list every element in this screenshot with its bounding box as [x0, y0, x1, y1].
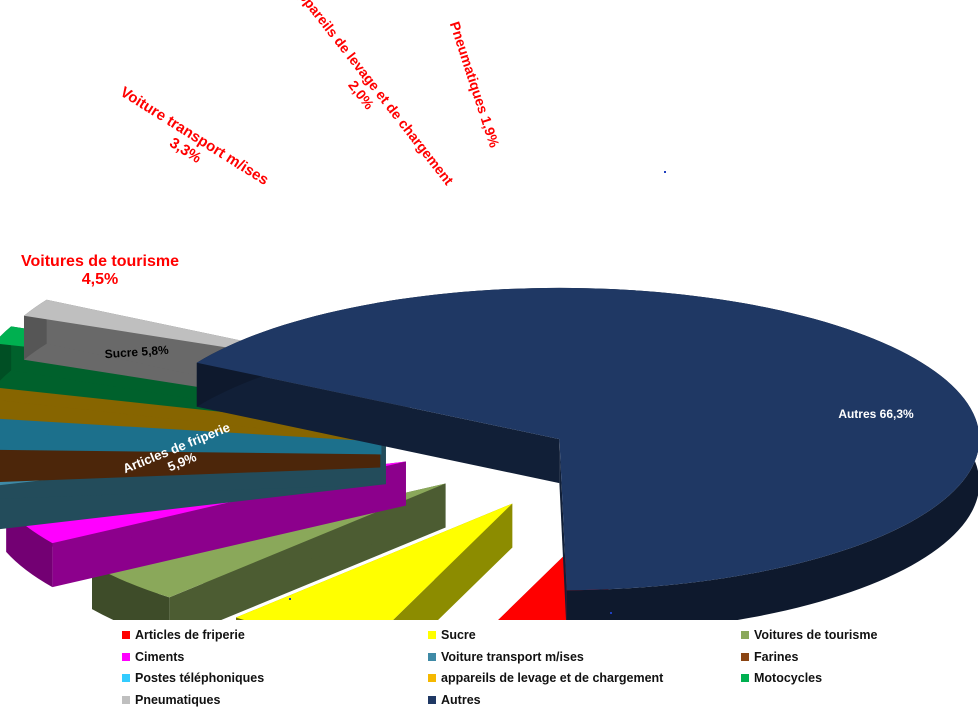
legend-label: Autres	[441, 692, 481, 707]
legend-swatch	[741, 674, 749, 682]
stray-dot	[664, 171, 666, 173]
legend-item-voitures-de-tourisme: Voitures de tourisme	[741, 626, 877, 644]
data-label-postes-telephoniques: Postes téléphoniques2,1%	[254, 55, 363, 162]
chart-legend: Articles de friperie Sucre Voitures de tou…	[0, 620, 978, 727]
legend-swatch	[122, 674, 130, 682]
legend-label: Articles de friperie	[135, 628, 245, 642]
legend-swatch	[122, 652, 130, 661]
data-label-voiture-transport-m-ises: Voiture transport m/ises3,3%	[108, 84, 271, 204]
legend-item-sucre: Sucre	[428, 626, 476, 644]
exploded-pie-chart: Articles de friperie5,9%Sucre 5,8%Voitur…	[0, 0, 978, 620]
legend-label: Voitures de tourisme	[754, 628, 878, 642]
legend-label: Pneumatiques	[135, 692, 221, 707]
legend-swatch	[741, 631, 749, 639]
legend-item-voiture-transport-m-ises: Voiture transport m/ises	[428, 648, 584, 666]
stray-dot	[610, 612, 612, 614]
pie-slice-autres	[196, 287, 978, 620]
legend-label: Ciments	[135, 649, 185, 664]
legend-swatch	[428, 695, 436, 704]
legend-item-appareils-de-levage-et-de-chargement: appareils de levage et de chargement	[428, 669, 663, 687]
legend-item-autres: Autres	[428, 691, 481, 709]
legend-label: Voiture transport m/ises	[441, 649, 584, 664]
legend-label: Farines	[754, 649, 799, 664]
legend-item-ciments: Ciments	[122, 648, 184, 666]
legend-swatch	[122, 631, 130, 639]
legend-swatch	[741, 652, 749, 661]
data-label-voitures-de-tourisme: Voitures de tourisme 4,5%	[21, 253, 179, 288]
data-label-sucre: Sucre 5,8%	[104, 343, 169, 361]
legend-label: appareils de levage et de chargement	[441, 671, 664, 685]
stray-dot	[289, 598, 291, 600]
legend-label: Sucre	[441, 628, 476, 642]
data-label-pneumatiques: Pneumatiques 1,9%	[447, 19, 503, 150]
legend-swatch	[428, 631, 436, 639]
data-label-autres: Autres 66,3%	[838, 407, 914, 421]
legend-swatch	[122, 695, 130, 704]
legend-item-farines: Farines	[741, 648, 798, 666]
legend-label: Motocycles	[754, 671, 823, 685]
legend-swatch	[428, 652, 436, 661]
legend-item-postes-telephoniques: Postes téléphoniques	[122, 669, 264, 687]
data-label-ciments: Ciments 4,1%	[101, 197, 181, 222]
data-label-farines: Farines 2,2%	[270, 142, 342, 203]
legend-item-pneumatiques: Pneumatiques	[122, 691, 220, 709]
legend-label: Postes téléphoniques	[135, 671, 265, 685]
pie-slice-sucre	[236, 503, 513, 620]
legend-swatch	[428, 674, 436, 682]
legend-item-motocycles: Motocycles	[741, 669, 822, 687]
legend-item-articles-de-friperie: Articles de friperie	[122, 626, 245, 644]
